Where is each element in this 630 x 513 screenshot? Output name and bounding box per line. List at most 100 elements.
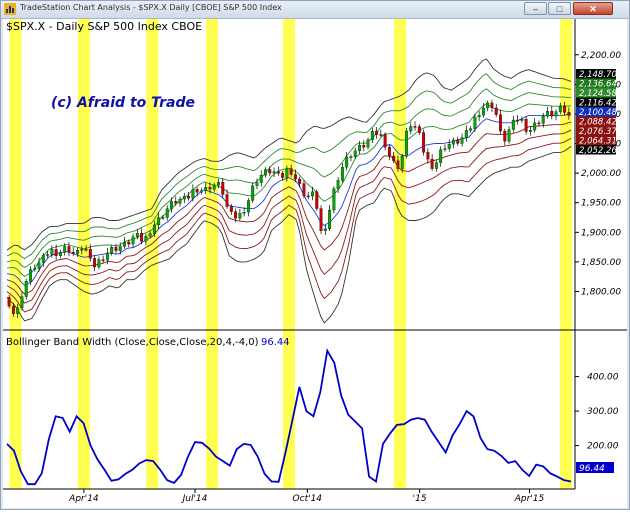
- candle: [71, 247, 75, 257]
- candle-body: [97, 259, 101, 268]
- candle: [199, 187, 203, 195]
- candle: [29, 266, 32, 286]
- candle-body: [54, 249, 58, 256]
- candle: [340, 163, 344, 183]
- candle-body: [524, 119, 528, 132]
- candle-body: [387, 146, 391, 157]
- candle: [41, 253, 45, 267]
- candle-body: [336, 180, 340, 189]
- x-tick-label: Apr'14: [68, 494, 99, 504]
- chart-background: [3, 19, 627, 508]
- chart-area[interactable]: 2,200.002,150.002,100.002,050.002,000.00…: [3, 19, 627, 508]
- bandwidth-plot[interactable]: [6, 348, 572, 486]
- candle: [131, 233, 135, 249]
- price-tag: 2,052.26: [576, 145, 617, 156]
- candle: [439, 146, 443, 167]
- highlight-zone-5: [283, 19, 295, 489]
- price-tag-text: 2,124.58: [579, 89, 617, 99]
- candle: [430, 154, 434, 171]
- maximize-button[interactable]: □: [548, 2, 571, 15]
- lower-band-3: [6, 138, 572, 313]
- candle: [323, 224, 327, 235]
- candle-body: [439, 149, 443, 163]
- price-tick-label: 2,200.00: [581, 51, 621, 61]
- candle-body: [434, 162, 438, 169]
- price-tick-label: 2,000.00: [581, 169, 621, 179]
- price-panel-header: $SPX.X - Daily S&P 500 Index CBOE: [6, 20, 202, 33]
- candle: [11, 302, 15, 317]
- candle: [67, 242, 71, 257]
- candle-body: [246, 200, 250, 213]
- candle-body: [396, 160, 400, 169]
- candle: [409, 122, 413, 135]
- highlight-zone-2: [77, 19, 90, 489]
- candle-body: [37, 262, 41, 269]
- chart-canvas[interactable]: 2,200.002,150.002,100.002,050.002,000.00…: [3, 19, 627, 508]
- candle: [242, 207, 246, 217]
- watermark-text: (c) Afraid to Trade: [51, 95, 195, 111]
- candle-body: [511, 119, 515, 130]
- candle-body: [558, 105, 562, 112]
- candle-body: [148, 233, 152, 237]
- candle: [302, 180, 306, 199]
- candle: [208, 182, 212, 194]
- candle-body: [328, 209, 332, 229]
- candle-body: [494, 107, 498, 115]
- candle: [221, 177, 225, 199]
- candle-body: [67, 246, 71, 253]
- candle-body: [477, 115, 481, 118]
- candle-body: [460, 137, 464, 144]
- candle: [353, 147, 357, 160]
- candle: [460, 133, 464, 147]
- candle-body: [293, 174, 297, 180]
- candle: [178, 196, 182, 207]
- candle-body: [332, 188, 336, 211]
- candle: [315, 189, 319, 211]
- candle-body: [379, 134, 383, 136]
- price-tag-box: [576, 145, 616, 155]
- candle: [473, 113, 477, 132]
- candle-body: [208, 187, 212, 190]
- bandwidth-tick-label: 200.00: [587, 442, 619, 452]
- candle: [550, 106, 554, 120]
- price-tag-text: 2,148.70: [579, 70, 617, 80]
- candle: [33, 264, 37, 272]
- price-plot[interactable]: [6, 58, 572, 324]
- candle: [362, 140, 366, 152]
- candle: [328, 205, 332, 232]
- highlight-zone-3: [146, 19, 159, 489]
- close-button[interactable]: ✕: [573, 2, 613, 15]
- candle-body: [88, 249, 92, 259]
- price-tag: 2,124.58: [576, 88, 617, 99]
- title-bar[interactable]: TradeStation Chart Analysis - $SPX.X Dai…: [1, 1, 629, 19]
- candle-body: [507, 129, 511, 142]
- candle: [400, 153, 404, 173]
- candle-body: [225, 194, 229, 207]
- candle: [447, 139, 451, 152]
- candle-body: [516, 119, 520, 122]
- candle: [101, 255, 105, 264]
- candle: [76, 247, 79, 258]
- candle: [63, 243, 67, 256]
- candle: [507, 126, 511, 144]
- minimize-button[interactable]: –: [524, 2, 547, 15]
- candle: [264, 167, 267, 178]
- candle: [524, 115, 528, 135]
- candle-body: [182, 196, 186, 200]
- candle-body: [131, 236, 135, 245]
- candle: [135, 229, 139, 240]
- candle-body: [276, 171, 280, 174]
- candle-body: [161, 217, 165, 219]
- candle: [229, 204, 233, 215]
- price-tag-text: 2,052.26: [579, 146, 617, 156]
- candle: [54, 244, 58, 260]
- outer-upper-band: [6, 58, 572, 251]
- x-tick-label: Apr'15: [514, 494, 545, 504]
- candle-body: [268, 169, 272, 174]
- candle-body: [191, 189, 195, 199]
- price-tag-box: [576, 88, 616, 98]
- candle: [486, 100, 490, 112]
- candle-body: [7, 297, 11, 307]
- candle-body: [20, 296, 24, 309]
- candle: [251, 182, 255, 203]
